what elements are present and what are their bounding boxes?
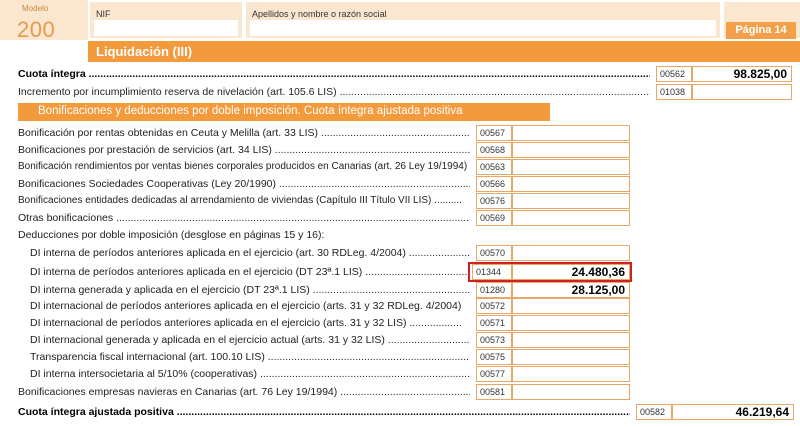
row-code: 00582 bbox=[636, 404, 672, 420]
section-bar: Liquidación (III) bbox=[88, 41, 800, 62]
row-code: 00575 bbox=[476, 349, 512, 365]
row-code: 00567 bbox=[476, 125, 512, 141]
row-value[interactable]: 28.125,00 bbox=[512, 282, 630, 298]
row-bonificacion: Bonificaciones Sociedades Cooperativas (… bbox=[0, 176, 800, 192]
row-incremento: Incremento por incumplimiento reserva de… bbox=[0, 84, 800, 100]
row-code: 00570 bbox=[476, 245, 512, 261]
row-label: Bonificación por rentas obtenidas en Ceu… bbox=[18, 127, 470, 139]
row-value[interactable] bbox=[512, 125, 630, 141]
row-label: DI interna intersocietaria al 5/10% (coo… bbox=[30, 368, 470, 380]
row-deduccion: DI interna de períodos anteriores aplica… bbox=[0, 264, 800, 280]
row-value[interactable] bbox=[512, 193, 630, 209]
form-header: Modelo 200 NIF Apellidos y nombre o razó… bbox=[0, 0, 800, 42]
nif-box: NIF bbox=[90, 2, 242, 38]
row-value[interactable] bbox=[512, 315, 630, 331]
row-bonificacion: Bonificaciones por prestación de servici… bbox=[0, 142, 800, 158]
row-label: DI internacional generada y aplicada en … bbox=[30, 334, 470, 346]
row-value[interactable] bbox=[512, 384, 630, 400]
row-cuota-integra: Cuota íntegra ..........................… bbox=[0, 66, 800, 82]
row-value[interactable]: 98.825,00 bbox=[692, 66, 792, 82]
subsection-bar: Bonificaciones y deducciones por doble i… bbox=[18, 103, 550, 121]
deducciones-title: Deducciones por doble imposición (desglo… bbox=[18, 229, 325, 241]
row-value[interactable]: 46.219,64 bbox=[672, 404, 794, 420]
row-code: 00569 bbox=[476, 210, 512, 226]
page-label: Página 14 bbox=[726, 22, 796, 39]
row-label: Cuota íntegra ajustada positiva ........… bbox=[18, 406, 630, 418]
row-deduccion: DI internacional generada y aplicada en … bbox=[0, 332, 800, 348]
nif-label: NIF bbox=[96, 9, 111, 19]
row-code: 00577 bbox=[476, 366, 512, 382]
row-label: Bonificaciones entidades dedicadas al ar… bbox=[18, 195, 462, 206]
row-bonificacion: Bonificaciones entidades dedicadas al ar… bbox=[0, 193, 800, 209]
row-label: Bonificaciones empresas navieras en Cana… bbox=[18, 386, 470, 398]
row-value[interactable] bbox=[512, 349, 630, 365]
row-label: Incremento por incumplimiento reserva de… bbox=[18, 86, 650, 98]
row-label: DI internacional de períodos anteriores … bbox=[30, 317, 462, 329]
row-label: Bonificación rendimientos por ventas bie… bbox=[18, 161, 470, 172]
row-code: 00576 bbox=[476, 193, 512, 209]
row-value[interactable] bbox=[512, 159, 630, 175]
nif-field[interactable] bbox=[94, 20, 238, 36]
row-label: Cuota íntegra ..........................… bbox=[18, 68, 650, 80]
row-code: 00571 bbox=[476, 315, 512, 331]
row-code: 00566 bbox=[476, 176, 512, 192]
row-label: Otras bonificaciones ...................… bbox=[18, 212, 470, 224]
row-deduccion: DI internacional de períodos anteriores … bbox=[0, 298, 800, 314]
row-deduccion: DI internacional de períodos anteriores … bbox=[0, 315, 800, 331]
row-label: Bonificaciones por prestación de servici… bbox=[18, 144, 470, 156]
name-label: Apellidos y nombre o razón social bbox=[252, 9, 387, 19]
modelo-box: Modelo 200 bbox=[0, 0, 88, 42]
row-value[interactable] bbox=[692, 84, 792, 100]
row-code: 00572 bbox=[476, 298, 512, 314]
row-value[interactable]: 24.480,36 bbox=[512, 264, 630, 280]
row-label: DI interna generada y aplicada en el eje… bbox=[30, 284, 470, 296]
row-value[interactable] bbox=[512, 245, 630, 261]
row-deduccion: DI interna generada y aplicada en el eje… bbox=[0, 282, 800, 298]
row-code: 00581 bbox=[476, 384, 512, 400]
row-code: 00573 bbox=[476, 332, 512, 348]
row-cuota-ajustada: Cuota íntegra ajustada positiva ........… bbox=[0, 404, 800, 420]
row-code: 00562 bbox=[656, 66, 692, 82]
row-value[interactable] bbox=[512, 298, 630, 314]
modelo-label: Modelo bbox=[22, 4, 49, 13]
row-bonificacion: Bonificación rendimientos por ventas bie… bbox=[0, 159, 800, 175]
deducciones-heading: Deducciones por doble imposición (desglo… bbox=[0, 227, 800, 243]
row-value[interactable] bbox=[512, 142, 630, 158]
row-label: DI interna de períodos anteriores aplica… bbox=[30, 247, 470, 259]
row-code: 01344 bbox=[472, 264, 512, 280]
name-field[interactable] bbox=[250, 20, 716, 36]
row-bonificacion: Bonificación por rentas obtenidas en Ceu… bbox=[0, 125, 800, 141]
row-label: Bonificaciones Sociedades Cooperativas (… bbox=[18, 178, 470, 190]
row-deduccion: Transparencia fiscal internacional (art.… bbox=[0, 349, 800, 365]
row-code: 00563 bbox=[476, 159, 512, 175]
row-deduccion: DI interna de períodos anteriores aplica… bbox=[0, 245, 800, 261]
subsection-title: Bonificaciones y deducciones por doble i… bbox=[38, 105, 463, 117]
row-value[interactable] bbox=[512, 366, 630, 382]
row-code: 01038 bbox=[656, 84, 692, 100]
row-label: DI interna de períodos anteriores aplica… bbox=[30, 266, 470, 278]
row-value[interactable] bbox=[512, 210, 630, 226]
row-value[interactable] bbox=[512, 332, 630, 348]
row-bonificacion: Otras bonificaciones ...................… bbox=[0, 210, 800, 226]
row-code: 00568 bbox=[476, 142, 512, 158]
row-label: Transparencia fiscal internacional (art.… bbox=[30, 351, 470, 363]
page-box: Página 14 bbox=[724, 2, 800, 39]
row-navieras: Bonificaciones empresas navieras en Cana… bbox=[0, 384, 800, 400]
row-deduccion: DI interna intersocietaria al 5/10% (coo… bbox=[0, 366, 800, 382]
row-code: 01280 bbox=[476, 282, 512, 298]
row-value[interactable] bbox=[512, 176, 630, 192]
name-box: Apellidos y nombre o razón social bbox=[246, 2, 720, 38]
modelo-number: 200 bbox=[17, 17, 56, 42]
section-title: Liquidación (III) bbox=[96, 44, 193, 59]
row-label: DI internacional de períodos anteriores … bbox=[30, 300, 462, 312]
